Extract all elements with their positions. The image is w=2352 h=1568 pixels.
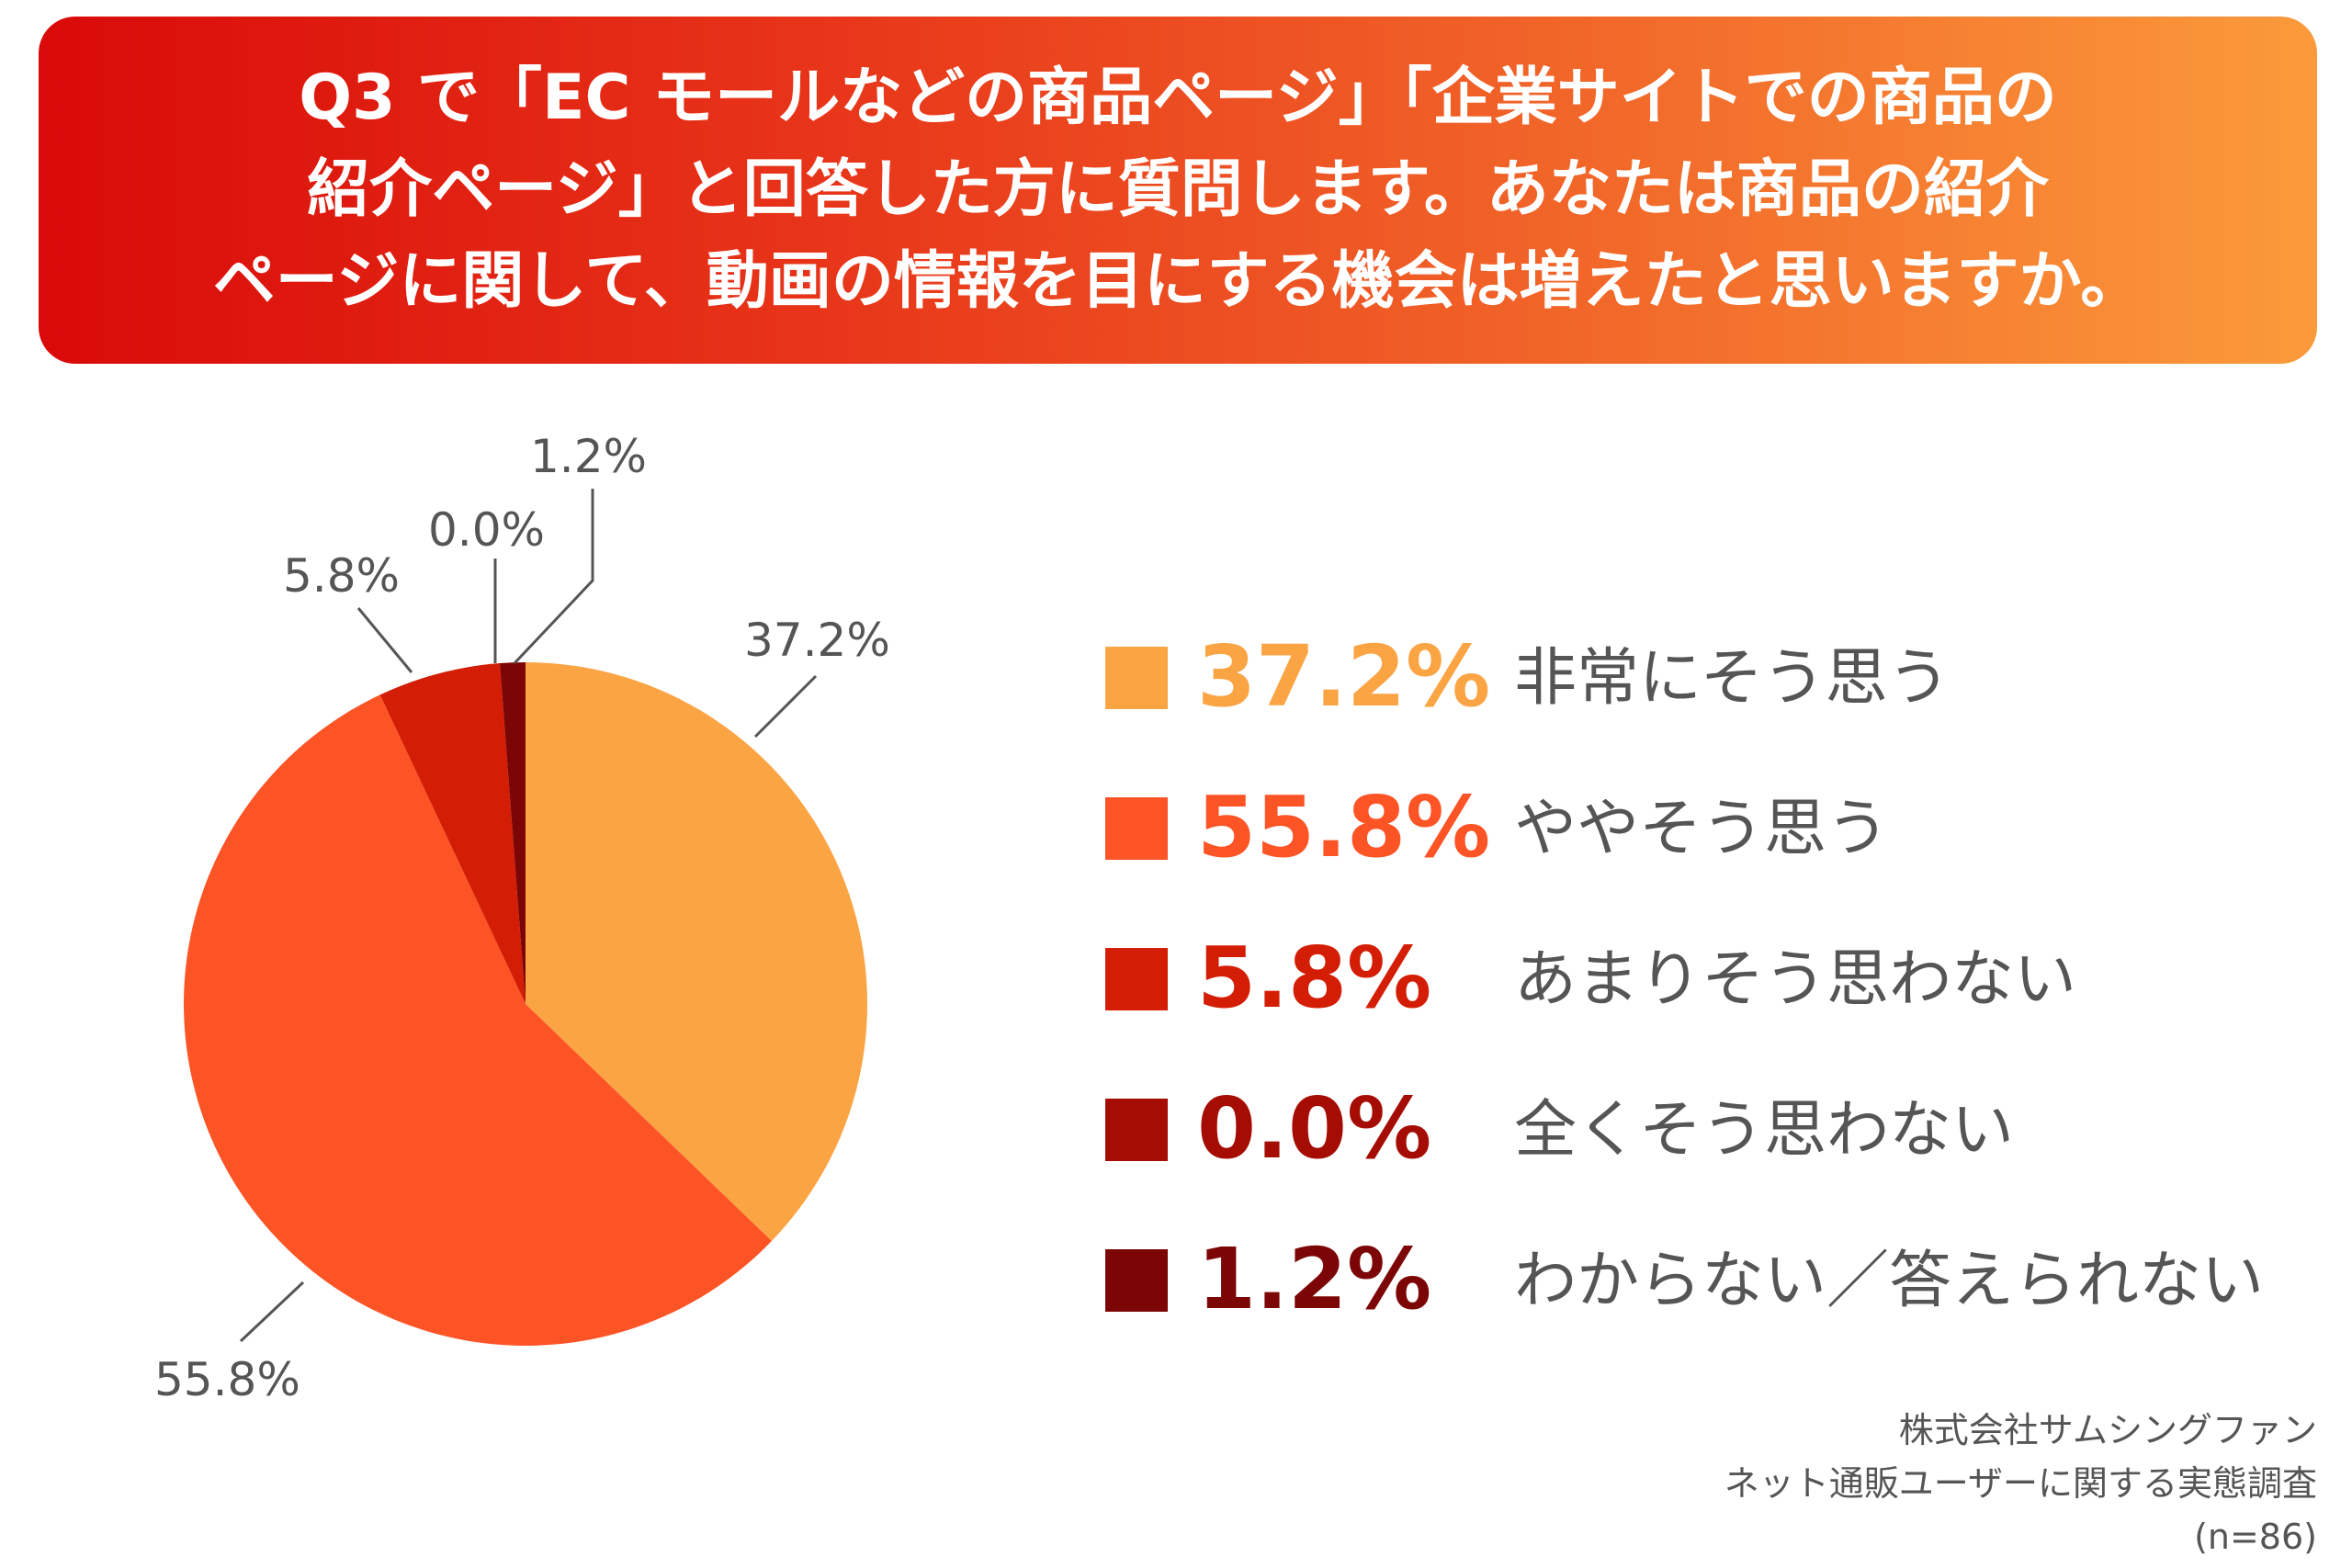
title-line-1: Q3 で「EC モールなどの商品ページ」「企業サイトでの商品の [299,62,2057,134]
pie-slice-very-agree [526,662,868,1242]
source-line-2: ネット通販ユーザーに関する実態調査 [1724,1463,2317,1504]
legend-swatch [1105,1249,1168,1312]
legend-value: 5.8% [1197,929,1432,1027]
legend-value: 1.2% [1197,1230,1432,1328]
leader-line-not-much [356,607,413,673]
legend-swatch [1105,647,1168,709]
legend-swatch [1105,1099,1168,1161]
pie-slice-somewhat-agree [184,694,772,1347]
callout-label-very-agree: 37.2% [744,614,890,667]
legend-value: 37.2% [1197,627,1491,726]
leader-line-somewhat-agree [239,1280,305,1343]
title-line-2: 紹介ページ」と回答した方に質問します。あなたは商品の紹介 [307,153,2049,226]
source-line-3: (n=86) [2194,1517,2317,1557]
callout-label-not-at-all: 0.0% [428,503,546,557]
title-banner: Q3 で「EC モールなどの商品ページ」「企業サイトでの商品の 紹介ページ」と回… [39,17,2317,364]
callout-label-somewhat-agree: 55.8% [154,1353,300,1406]
title-line-3: ページに関して、動画の情報を目にする機会は増えたと思いますか。 [212,245,2143,318]
source-note: 株式会社サムシングファン ネット通販ユーザーに関する実態調査 (n=86) [1724,1404,2317,1563]
legend-label: ややそう思う [1514,793,1890,865]
legend-label: 全くそう思わない [1514,1094,2015,1167]
legend-label: あまりそう思わない [1514,943,2077,1016]
pie-slice-dont-know [499,662,526,1004]
pie-slice-not-much [379,663,526,1004]
legend-swatch [1105,948,1168,1010]
leader-line-dont-know [513,489,594,665]
legend-label: 非常にそう思う [1514,642,1951,715]
legend-value: 55.8% [1197,778,1491,876]
source-line-1: 株式会社サムシングファン [1898,1410,2317,1450]
legend-label: わからない／答えられない [1514,1245,2265,1317]
leader-line-very-agree [753,674,818,739]
legend-swatch [1105,797,1168,860]
callout-label-not-much: 5.8% [283,549,401,603]
legend-value: 0.0% [1197,1079,1432,1178]
callout-label-dont-know: 1.2% [530,430,648,483]
